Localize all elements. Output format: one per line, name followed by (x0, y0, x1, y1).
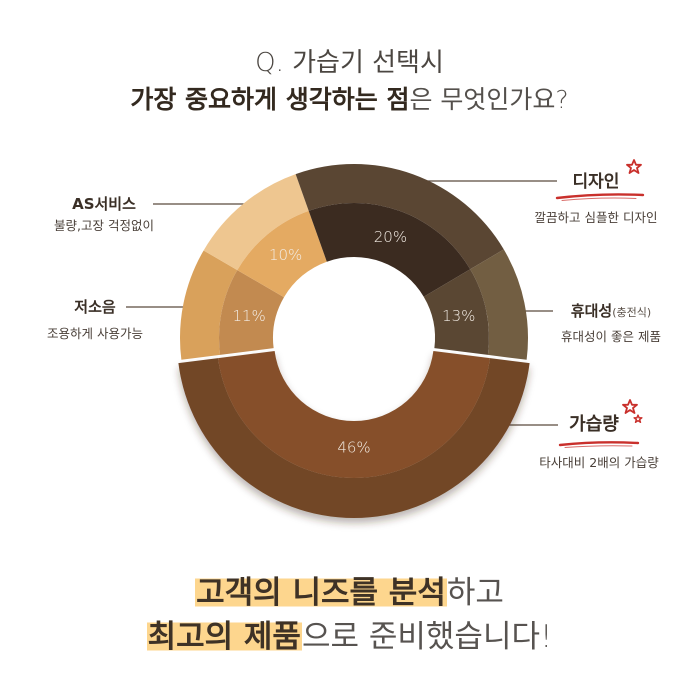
design-underline (555, 193, 645, 201)
label-humidification-title: 가습량 (569, 414, 619, 435)
label-as-service-title: AS서비스 (72, 195, 136, 213)
label-design-title: 디자인 (572, 172, 620, 192)
footer-line1-rest: 하고 (446, 575, 504, 611)
label-as-service-desc: 불량,고장 걱정없이 (54, 218, 154, 233)
donut-segment: 11% (179, 250, 284, 360)
label-low-noise-desc: 조용하게 사용가능 (47, 326, 143, 341)
humidification-small-star-icon (633, 414, 643, 424)
donut-percent-label: 13% (442, 307, 475, 325)
donut-segment-outer (470, 249, 529, 360)
donut-percent-label: 11% (232, 307, 265, 325)
donut-segment-outer (295, 164, 504, 270)
label-low-noise: 저소음 조용하게 사용가능 (38, 296, 152, 343)
donut-segment: 13% (423, 249, 529, 360)
donut-segment-inner (237, 210, 327, 298)
design-star-icon (626, 159, 642, 174)
donut-segment-inner (219, 270, 284, 355)
donut-segment-outer (203, 174, 309, 271)
label-portability-desc: 휴대성이 좋은 제품 (561, 329, 661, 344)
label-low-noise-title: 저소음 (74, 298, 116, 316)
footer-line2-rest: 으로 준비했습니다! (301, 619, 553, 655)
donut-segments: 11% 10% 20% 13% 46% (178, 164, 530, 519)
footer-line1-highlight: 고객의 니즈를 분석 (195, 575, 447, 611)
label-portability-title-text: 휴대성 (570, 302, 613, 320)
donut-percent-label: 46% (337, 439, 370, 457)
donut-segment-outer (179, 250, 238, 360)
footer-line2-highlight: 최고의 제품 (146, 619, 302, 655)
label-portability-note: (충전식) (612, 306, 652, 319)
donut-segment-inner (423, 269, 490, 355)
donut-segment-outer (178, 358, 530, 519)
donut-segment: 20% (295, 164, 504, 297)
donut-segment: 10% (203, 174, 327, 298)
donut-percent-label: 10% (269, 246, 302, 264)
question-title-line1: Q. 가습기 선택시 (255, 48, 444, 78)
donut-segment-inner (308, 203, 471, 297)
label-design: 디자인 깔끔하고 심플한 디자인 (526, 169, 666, 227)
humidification-star-icon (622, 399, 638, 414)
label-as-service: AS서비스 불량,고장 걱정없이 (44, 193, 164, 235)
question-title-line2: 가장 중요하게 생각하는 점은 무엇인가요? (0, 82, 699, 118)
label-portability-title: 휴대성(충전식) (548, 300, 674, 324)
humidification-underline (558, 441, 640, 448)
donut-segment: 46% (178, 351, 530, 519)
label-portability: 휴대성(충전식) 휴대성이 좋은 제품 (548, 300, 674, 346)
label-humidification: 가습량 타사대비 2배의 가습량 (530, 411, 668, 472)
label-design-desc: 깔끔하고 심플한 디자인 (534, 210, 658, 225)
question-emphasis: 가장 중요하게 생각하는 점 (130, 85, 410, 114)
footer-line1: 고객의 니즈를 분석하고 (0, 573, 699, 613)
donut-segment-inner (218, 351, 490, 479)
donut-percent-label: 20% (374, 228, 407, 246)
question-rest: 은 무엇인가요? (409, 85, 569, 114)
label-humidification-desc: 타사대비 2배의 가습량 (539, 455, 659, 470)
footer-line2: 최고의 제품으로 준비했습니다! (0, 617, 699, 657)
